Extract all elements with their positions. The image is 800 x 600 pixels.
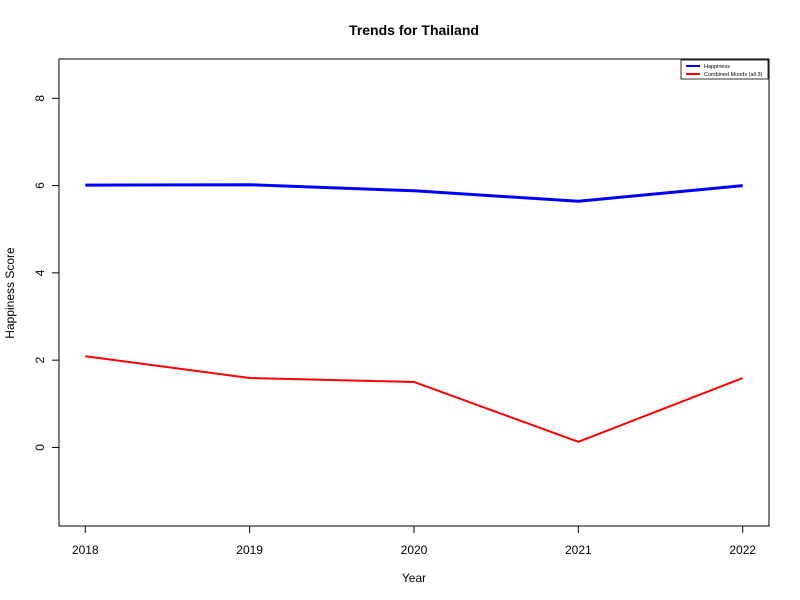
x-tick-label: 2022 [729, 543, 756, 557]
y-axis: 0 2 4 6 8 [33, 95, 60, 451]
x-tick-label: 2019 [236, 543, 263, 557]
y-tick-label: 8 [33, 95, 47, 102]
y-tick-label: 4 [33, 269, 47, 276]
y-axis-label: Happiness Score [3, 247, 17, 339]
x-tick-label: 2021 [565, 543, 592, 557]
x-axis: 2018 2019 2020 2021 2022 [72, 525, 756, 557]
legend-label-happiness: Happiness [704, 64, 730, 70]
legend: Happiness Combined Moods (all 3) [680, 59, 769, 80]
legend-label-combined-moods: Combined Moods (all 3) [704, 72, 763, 78]
y-tick-label: 6 [33, 182, 47, 189]
x-axis-label: Year [402, 571, 426, 585]
y-tick-label: 2 [33, 356, 47, 363]
x-tick-label: 2018 [72, 543, 99, 557]
plot-area-frame [58, 58, 770, 527]
chart-title: Trends for Thailand [349, 22, 479, 38]
y-tick-label: 0 [33, 444, 47, 451]
series-line-happiness [85, 183, 743, 203]
series-layer [85, 183, 744, 443]
x-tick-label: 2020 [401, 543, 428, 557]
legend-box [680, 59, 769, 80]
series-line-combined-moods [85, 355, 744, 443]
